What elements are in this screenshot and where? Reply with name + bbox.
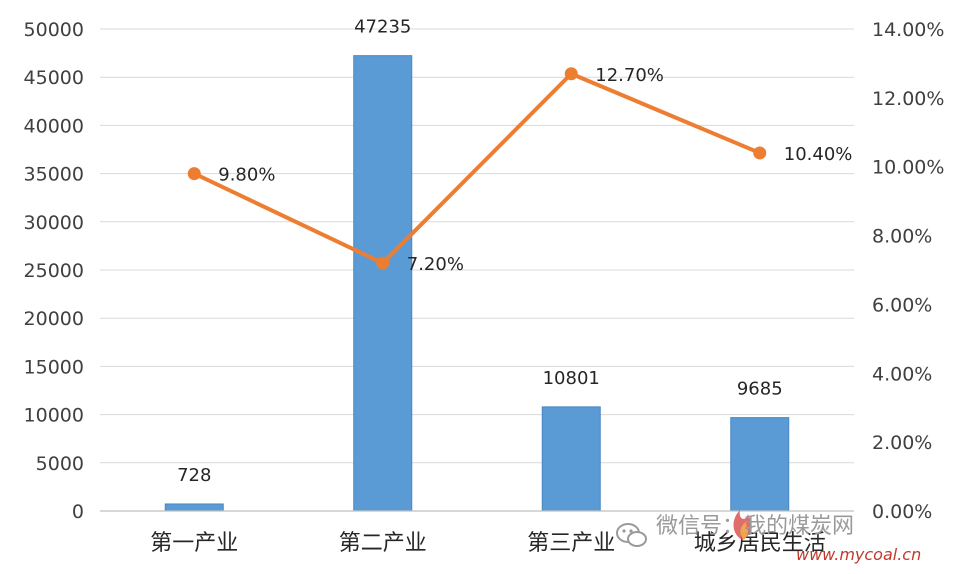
bar-data-label: 47235 — [354, 17, 411, 38]
left-tick-label: 10000 — [24, 405, 84, 427]
watermark: 微信号：我的煤炭网 www.mycoal.cn — [616, 510, 921, 564]
left-tick-label: 35000 — [24, 164, 84, 186]
bar — [353, 55, 413, 512]
bar — [164, 503, 224, 512]
category-label: 第一产业 — [150, 531, 238, 556]
right-tick-label: 4.00% — [872, 363, 932, 385]
bar-series: 728 47235 10801 9685 — [164, 17, 790, 512]
line-point — [376, 256, 390, 270]
gridlines — [100, 28, 854, 464]
left-tick-label: 15000 — [24, 356, 84, 378]
line-data-label: 12.70% — [595, 65, 664, 86]
right-y-axis: 0.00% 2.00% 4.00% 6.00% 8.00% 10.00% 12.00% 14.… — [872, 19, 944, 523]
line-point — [564, 67, 578, 81]
left-tick-label: 0 — [72, 501, 84, 523]
line-point — [753, 146, 767, 160]
category-label: 城乡居民生活 — [694, 531, 826, 556]
left-tick-label: 25000 — [24, 260, 84, 282]
line-point — [187, 167, 201, 181]
x-axis: 第一产业 第二产业 第三产业 城乡居民生活 — [100, 510, 854, 556]
left-tick-label: 30000 — [24, 212, 84, 234]
right-tick-label: 10.00% — [872, 157, 944, 179]
flame-logo-icon — [733, 510, 752, 540]
watermark-text: 微信号：我的煤炭网 — [656, 514, 854, 539]
watermark-url: www.mycoal.cn — [796, 545, 921, 564]
left-tick-label: 40000 — [24, 115, 84, 137]
wechat-icon — [616, 523, 647, 547]
right-tick-label: 8.00% — [872, 226, 932, 248]
bar-data-label: 728 — [177, 465, 211, 486]
bar-data-label: 10801 — [543, 368, 600, 389]
left-tick-label: 50000 — [24, 19, 84, 41]
right-tick-label: 2.00% — [872, 432, 932, 454]
line-data-label: 10.40% — [784, 144, 853, 165]
left-tick-label: 20000 — [24, 308, 84, 330]
right-tick-label: 6.00% — [872, 294, 932, 316]
line-data-label: 9.80% — [218, 165, 275, 186]
category-label: 第二产业 — [339, 531, 427, 556]
right-tick-label: 12.00% — [872, 88, 944, 110]
bar — [541, 406, 601, 512]
left-tick-label: 45000 — [24, 67, 84, 89]
left-tick-label: 5000 — [36, 453, 84, 475]
right-tick-label: 14.00% — [872, 19, 944, 41]
right-tick-label: 0.00% — [872, 501, 932, 523]
bar — [730, 417, 790, 512]
left-y-axis: 0 5000 10000 15000 20000 25000 30000 35000 40000… — [24, 19, 84, 523]
line-path — [193, 71, 761, 266]
line-data-label: 7.20% — [407, 254, 464, 275]
bar-data-label: 9685 — [737, 379, 783, 400]
category-label: 第三产业 — [527, 531, 615, 556]
line-series: 9.80% 7.20% 12.70% 10.40% — [187, 65, 853, 275]
